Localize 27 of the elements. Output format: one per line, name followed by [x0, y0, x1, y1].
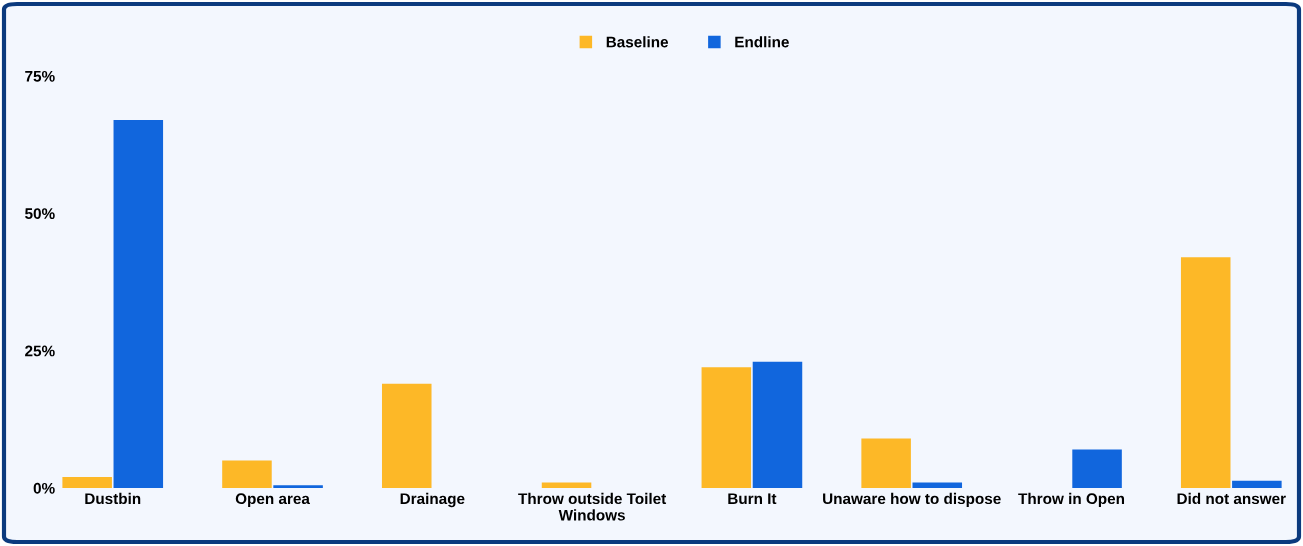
x-tick-label: Dustbin: [85, 492, 141, 505]
bar: [381, 383, 432, 488]
bar: [273, 485, 323, 488]
y-tick-label: 50%: [25, 208, 55, 220]
x-tick-label: Throw outside Toilet Windows: [518, 492, 667, 521]
y-tick-label: 75%: [25, 70, 55, 82]
x-tick-label: Open area: [235, 493, 310, 508]
bar: [1180, 257, 1231, 488]
legend-label: Baseline: [606, 36, 669, 48]
x-tick-label: Did not answer: [1177, 492, 1286, 505]
x-tick-label: Burn It: [728, 493, 777, 505]
bar: [701, 367, 752, 488]
y-tick-label: 25%: [25, 345, 55, 357]
bar: [113, 119, 164, 488]
x-tick-label: Throw in Open: [1018, 492, 1125, 508]
bar: [752, 361, 803, 488]
y-tick-label: 0%: [33, 482, 55, 494]
bar: [541, 482, 592, 488]
bar: [861, 438, 911, 488]
bar: [912, 482, 963, 488]
x-tick-label: Drainage: [400, 492, 465, 508]
bar: [1232, 480, 1282, 488]
x-tick-label: Unaware how to dispose: [823, 492, 1001, 508]
legend-label: Endline: [735, 36, 789, 48]
bar: [222, 460, 272, 488]
bar: [1072, 449, 1122, 488]
bar: [62, 477, 112, 488]
